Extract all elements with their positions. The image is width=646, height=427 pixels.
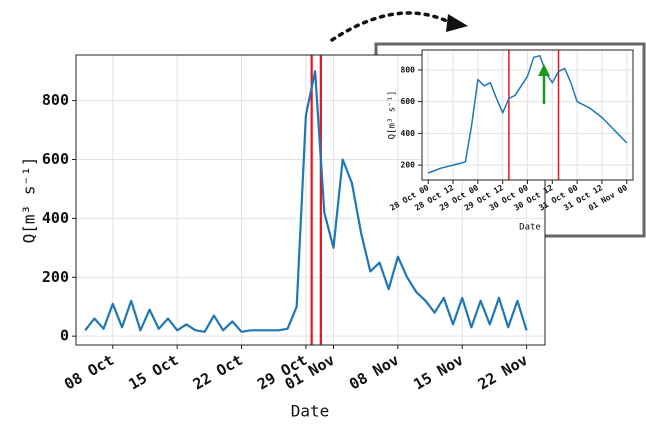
y-tick-label: 200	[401, 161, 416, 170]
connector-arrow	[330, 11, 457, 42]
y-tick-label: 600	[42, 150, 69, 168]
y-tick-label: 400	[42, 209, 69, 227]
y-tick-label: 0	[60, 327, 69, 345]
y-tick-label: 200	[42, 268, 69, 286]
x-tick-label: 08 Oct	[61, 351, 117, 394]
x-tick-label: 08 Nov	[346, 351, 402, 394]
y-tick-label: 800	[42, 91, 69, 109]
data-line	[427, 54, 628, 174]
connector-arrow-head	[446, 14, 468, 32]
y-tick-label: 400	[401, 129, 416, 138]
plot-frame	[421, 49, 634, 181]
x-tick-label: 22 Oct	[190, 351, 246, 394]
y-tick-label: 800	[401, 65, 416, 74]
x-tick-label: 15 Oct	[125, 351, 181, 394]
x-tick-label: 22 Nov	[475, 351, 531, 394]
y-axis-label: Q[m³ s⁻¹]	[20, 157, 39, 244]
y-axis-label: Q[m³ s⁻¹]	[388, 91, 398, 140]
x-axis-label: Date	[519, 223, 541, 233]
x-axis-label: Date	[291, 402, 330, 421]
x-tick-label: 15 Nov	[411, 351, 467, 394]
plot-frame	[75, 54, 546, 346]
data-line	[84, 70, 528, 333]
annotation-arrow-head	[538, 64, 550, 76]
y-tick-label: 600	[401, 97, 416, 106]
